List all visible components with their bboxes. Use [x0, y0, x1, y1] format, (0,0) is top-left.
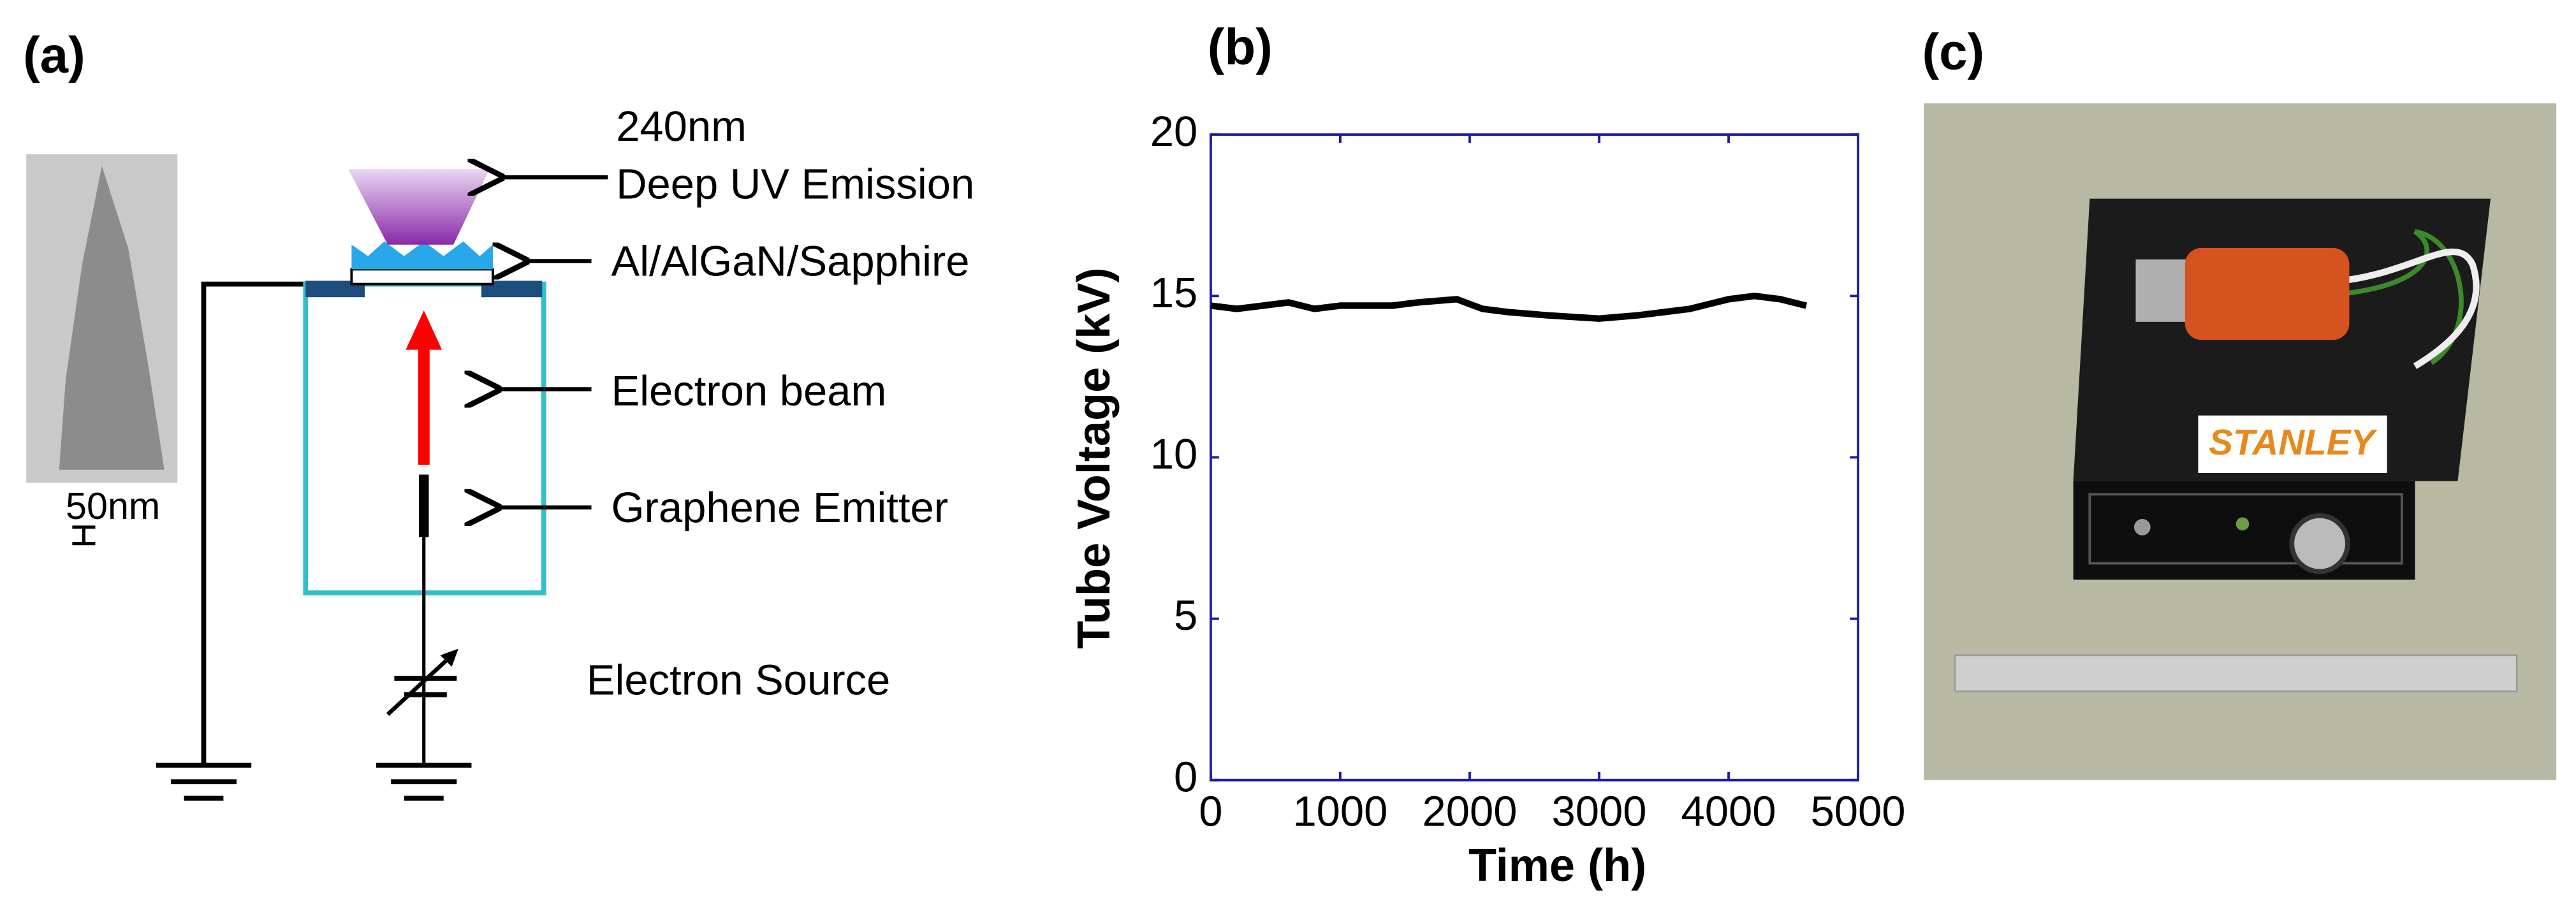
knob: [2289, 513, 2350, 574]
device-panel: [2088, 493, 2403, 565]
wire: [2341, 229, 2464, 365]
label: Graphene Emitter: [611, 484, 948, 532]
arrow-head: [406, 310, 443, 350]
wire: [201, 281, 306, 766]
y-axis-label: Tube Voltage (kV): [1069, 268, 1120, 649]
pointers: [498, 177, 608, 507]
chart: Time (h) Tube Voltage (kV) 0 1000 2000 3000…: [1069, 108, 1905, 891]
sem-tip: [59, 166, 165, 470]
label: Deep UV Emission: [616, 160, 974, 208]
label: Al/AlGaN/Sapphire: [611, 237, 969, 285]
y-tick-label: 10: [1150, 430, 1198, 478]
data-line: [1210, 293, 1808, 322]
plot-frame: [1209, 133, 1859, 782]
variable-arrow: [386, 655, 452, 717]
logo-plate: [2198, 415, 2387, 473]
scale-label: 50nm: [66, 484, 160, 527]
label: Electron beam: [611, 367, 886, 415]
x-tick-label: 4000: [1681, 788, 1776, 836]
device-front: [2073, 481, 2415, 580]
x-tick-label: 5000: [1811, 788, 1906, 836]
switch: [2133, 519, 2151, 536]
x-tick-label: 0: [1199, 788, 1222, 836]
sapphire: [350, 268, 494, 286]
photo: STANLEY: [1924, 103, 2557, 780]
x-tick-label: 1000: [1292, 788, 1387, 836]
y-tick-label: 15: [1150, 269, 1198, 317]
panel-label: (a): [23, 27, 85, 84]
arrow-head: [440, 648, 458, 667]
led: [2236, 517, 2250, 531]
y-tick-label: 0: [1174, 753, 1197, 801]
label: 240nm: [616, 103, 747, 150]
x-tick-label: 2000: [1422, 788, 1517, 836]
ruler: [1954, 654, 2518, 692]
uv-emission: [348, 169, 490, 245]
diagram: 50nm 240nm Deep UV Emission Al/AlGaN/Sap…: [26, 103, 974, 801]
ground: [376, 762, 472, 801]
tube: [2184, 247, 2350, 340]
panel-label: (b): [1208, 18, 1273, 75]
algan-layer: [351, 241, 493, 270]
x-axis-label: Time (h): [1468, 840, 1646, 891]
y-tick-label: 5: [1174, 592, 1197, 639]
panel-label: (c): [1922, 24, 1985, 80]
label: Electron Source: [587, 656, 890, 704]
x-tick-label: 3000: [1552, 788, 1647, 836]
ground: [156, 762, 252, 801]
logo: STANLEY: [2209, 423, 2378, 463]
wire: [2340, 248, 2480, 369]
y-tick-label: 20: [1150, 108, 1198, 156]
scale-bar: [72, 525, 96, 546]
